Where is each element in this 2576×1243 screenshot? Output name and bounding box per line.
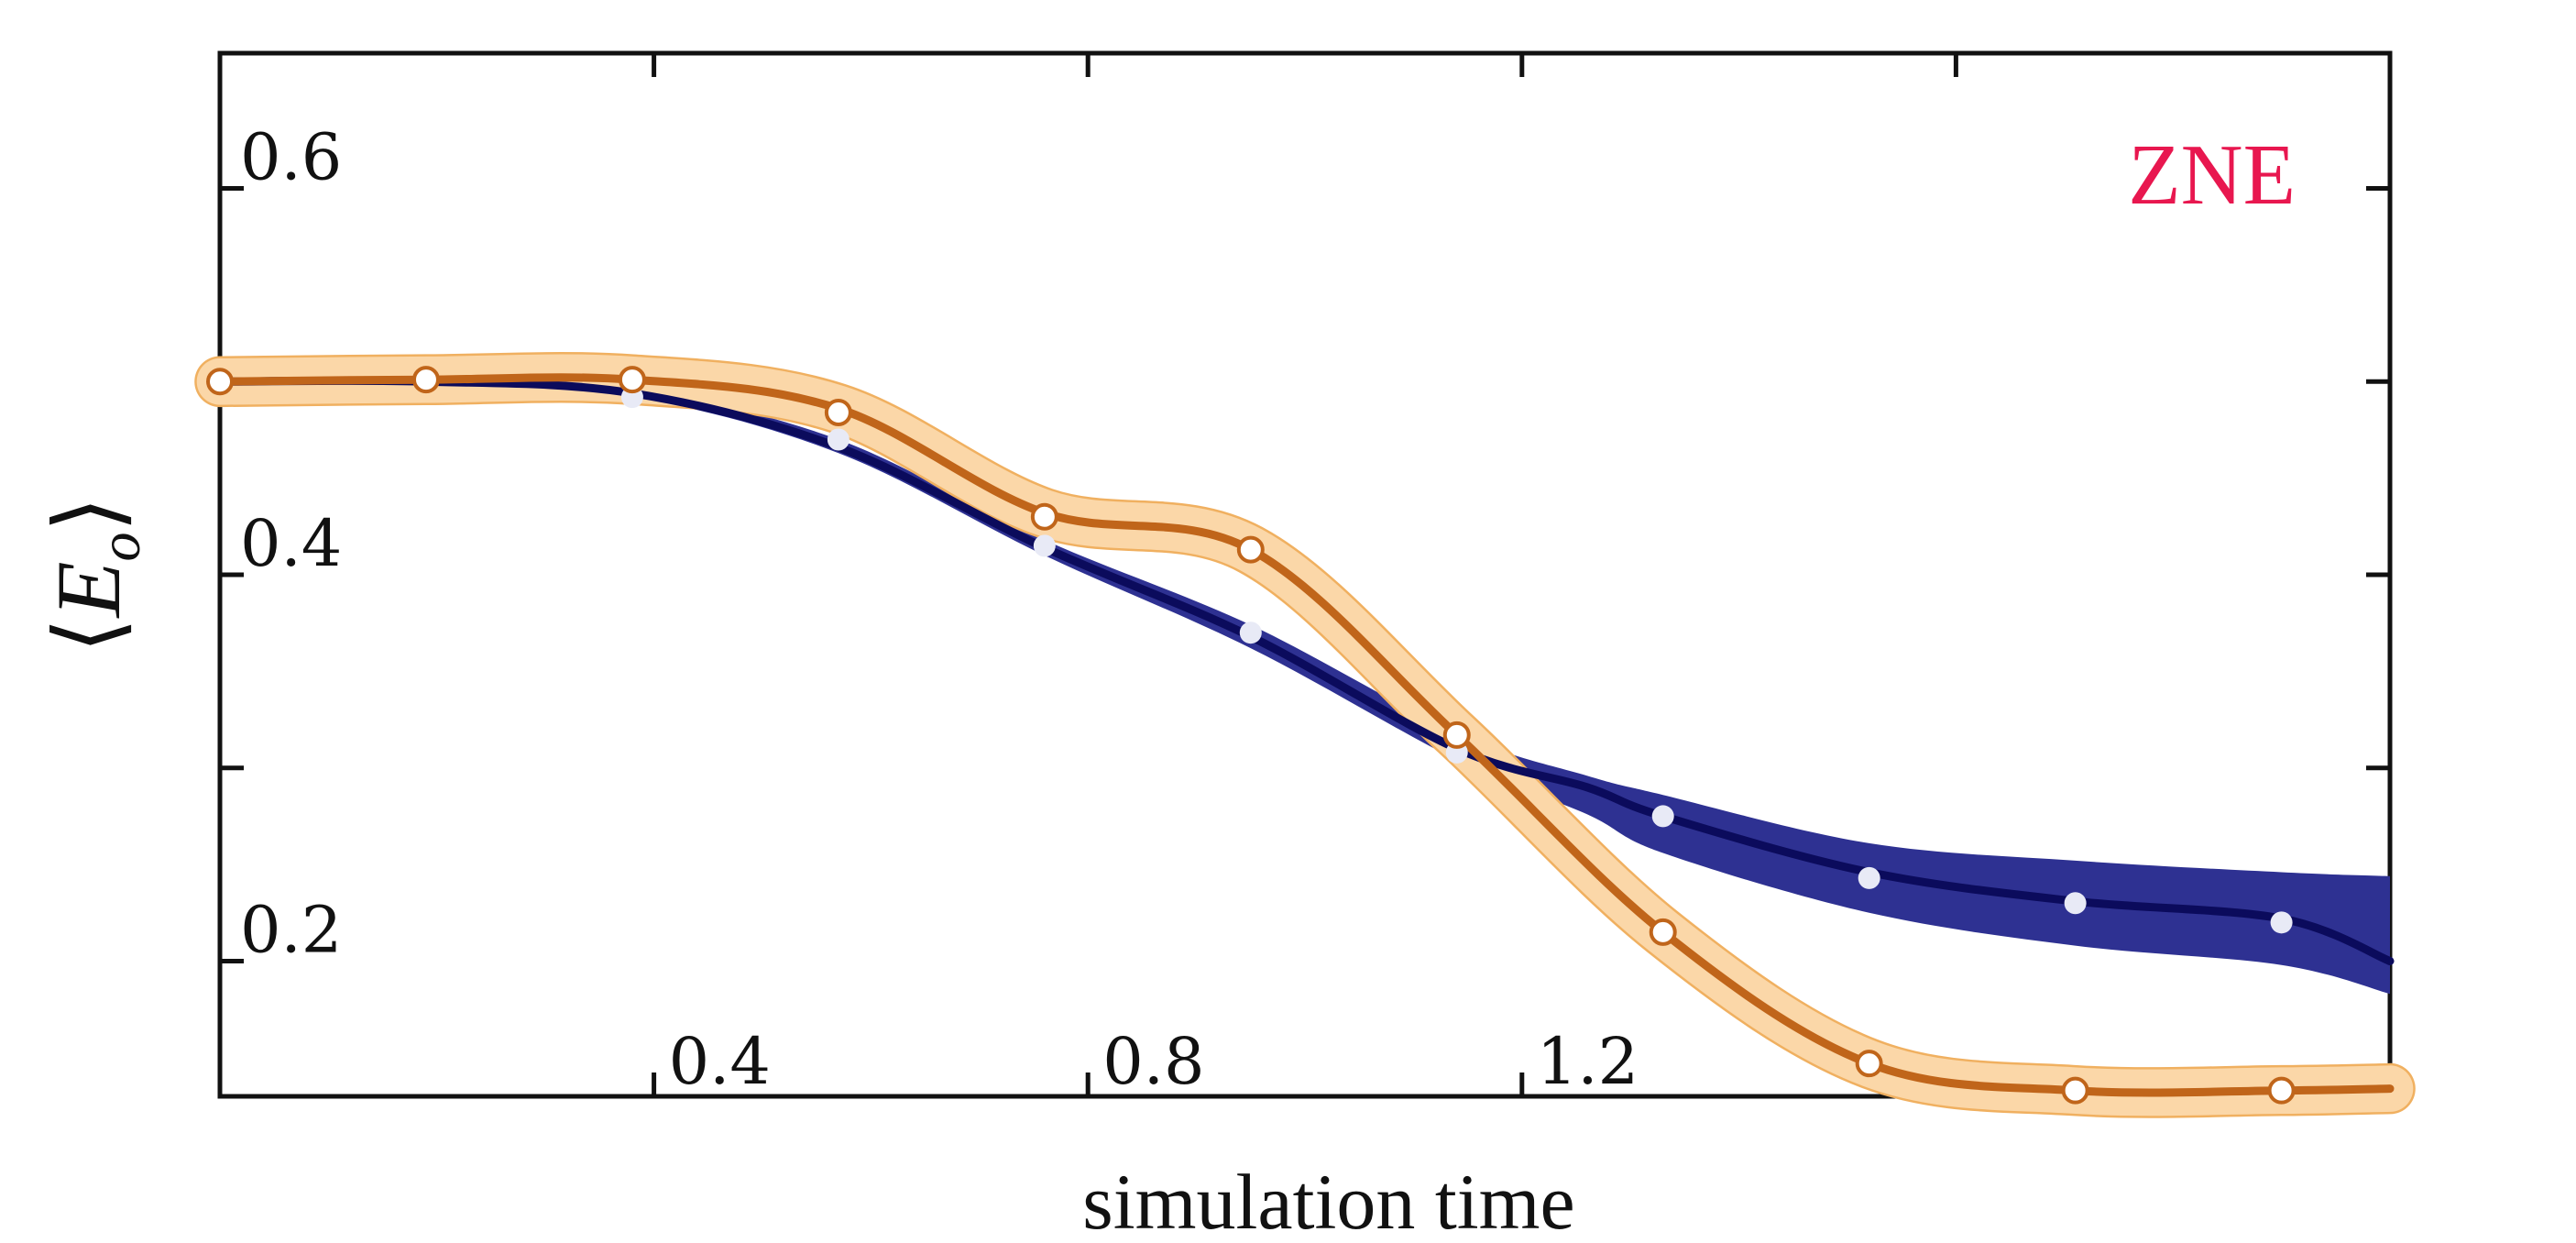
unmitigated-data-point — [2064, 892, 2087, 915]
y-tick-label: 0.2 — [240, 892, 342, 967]
unmitigated-data-point — [827, 428, 850, 451]
zne-data-point — [2267, 1076, 2296, 1105]
svg-text:⟨Eo⟩: ⟨Eo⟩ — [38, 496, 152, 653]
series-markers — [206, 366, 2296, 1105]
zne-data-point — [1855, 1050, 1883, 1078]
zne-data-point — [1236, 535, 1265, 564]
zne-line — [215, 373, 2395, 1097]
zne-data-point — [206, 368, 234, 396]
x-axis-title: simulation time — [1082, 1158, 1574, 1243]
x-tick-label: 1.2 — [1537, 1024, 1639, 1099]
zne-data-point — [618, 366, 646, 394]
zne-data-point — [411, 366, 440, 394]
x-tick-label: 0.8 — [1102, 1024, 1204, 1099]
zne-data-point — [824, 398, 852, 426]
x-tick-label: 0.4 — [669, 1024, 771, 1099]
y-axis-title: ⟨Eo⟩ — [38, 496, 152, 653]
unmitigated-data-point — [2270, 911, 2293, 934]
y-axis-bracket-right: ⟩ — [38, 496, 139, 532]
unmitigated-data-point — [1651, 805, 1674, 828]
unmitigated-error-band — [220, 379, 2390, 995]
zne-data-point — [1649, 918, 1677, 946]
unmitigated-data-point — [1858, 866, 1880, 889]
unmitigated-line — [215, 376, 2395, 965]
y-axis-subscript: o — [87, 532, 152, 561]
y-axis-symbol: E — [38, 561, 139, 619]
unmitigated-data-point — [1033, 534, 1056, 557]
zne-data-point — [1442, 720, 1471, 749]
zne-data-point — [1030, 502, 1058, 531]
y-tick-label: 0.6 — [240, 120, 342, 195]
unmitigated-data-point — [1239, 622, 1262, 644]
y-axis-bracket-left: ⟨ — [38, 618, 139, 654]
zne-data-point — [2061, 1076, 2089, 1105]
series-lines — [215, 373, 2395, 1097]
zne-annotation: ZNE — [2128, 127, 2296, 223]
y-tick-label: 0.4 — [240, 506, 342, 581]
